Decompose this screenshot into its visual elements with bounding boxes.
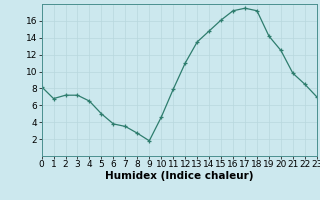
- X-axis label: Humidex (Indice chaleur): Humidex (Indice chaleur): [105, 171, 253, 181]
